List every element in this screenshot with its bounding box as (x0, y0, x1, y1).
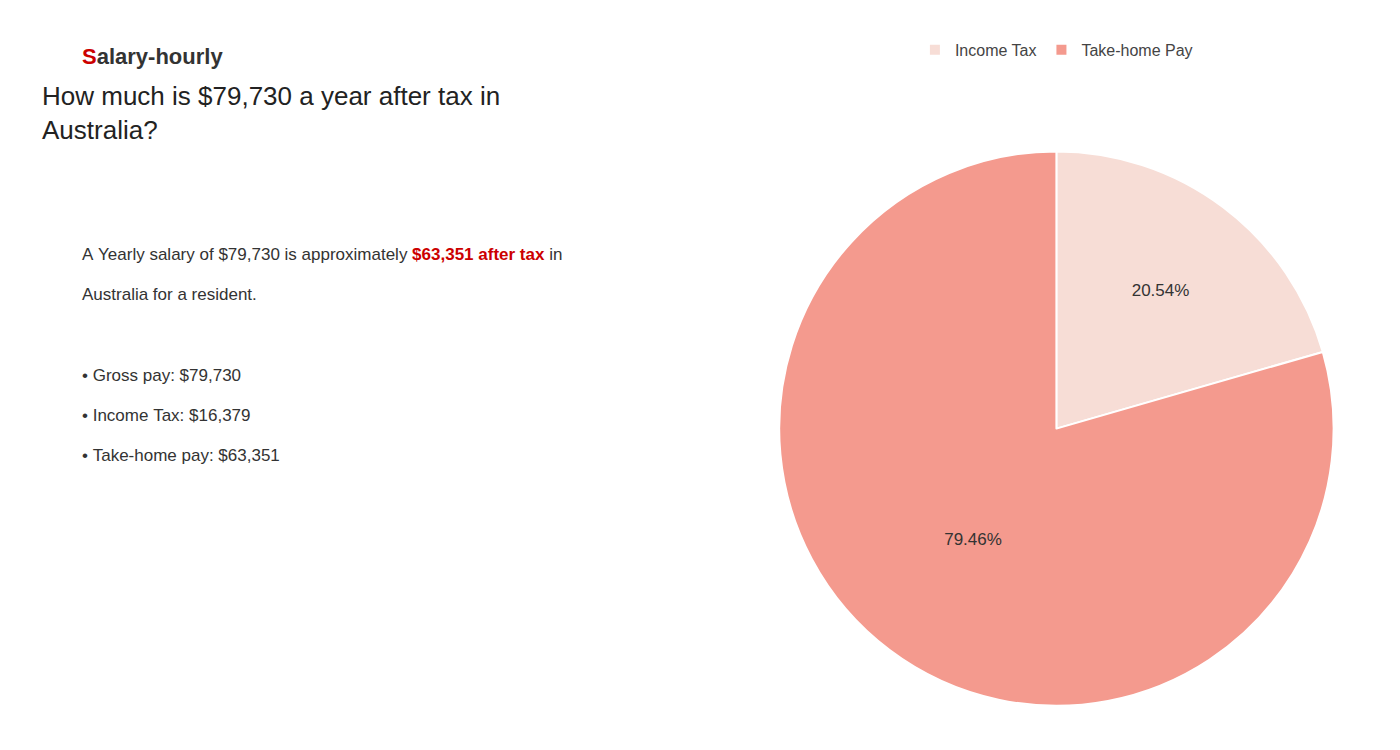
svg-text:Take-home Pay: Take-home Pay (1081, 42, 1192, 59)
svg-text:Australia for a resident.: Australia for a resident. (82, 285, 257, 304)
svg-text:Salary-hourly: Salary-hourly (82, 44, 223, 69)
svg-text:• Gross pay: $79,730: • Gross pay: $79,730 (82, 366, 241, 385)
svg-text:• Income Tax: $16,379: • Income Tax: $16,379 (82, 406, 251, 425)
svg-text:Income Tax: Income Tax (955, 42, 1037, 59)
svg-text:20.54%: 20.54% (1132, 281, 1190, 300)
svg-text:• Take-home pay: $63,351: • Take-home pay: $63,351 (82, 446, 280, 465)
svg-text:A Yearly salary of $79,730 is: A Yearly salary of $79,730 is approximat… (82, 245, 562, 264)
svg-text:79.46%: 79.46% (944, 530, 1002, 549)
svg-text:How much is $79,730 a year aft: How much is $79,730 a year after tax inA… (42, 81, 500, 145)
